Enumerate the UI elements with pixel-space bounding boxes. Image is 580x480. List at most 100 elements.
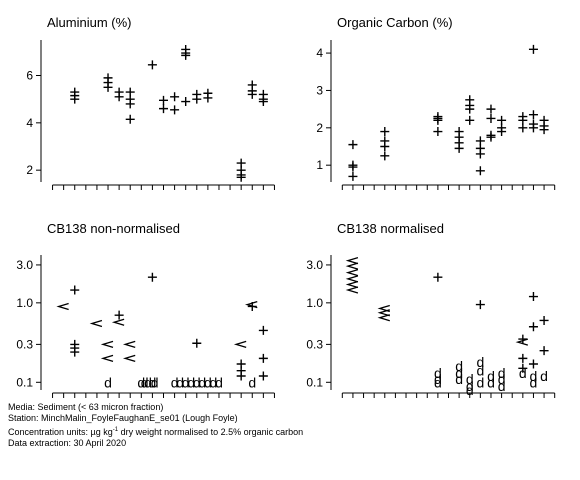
data-point-plus <box>528 44 538 54</box>
data-point-less-than <box>377 314 390 322</box>
data-point-d: d <box>434 371 442 387</box>
y-tick-label: 6 <box>26 69 33 83</box>
data-point-d: d <box>498 371 506 387</box>
data-point-plus <box>147 272 157 282</box>
data-point-plus <box>125 99 135 109</box>
data-point-less-than <box>100 354 114 363</box>
data-point-plus <box>348 140 358 150</box>
data-point-plus <box>380 142 390 151</box>
data-point-plus <box>528 322 538 332</box>
data-point-d: d <box>182 374 190 390</box>
panel-1: Aluminium (%) 2 4 6 <box>26 15 275 190</box>
data-point-plus <box>70 285 80 295</box>
data-point-d: d <box>198 374 206 390</box>
y-tick-label: 3 <box>316 83 323 97</box>
y-tick-label: 0.3 <box>306 337 323 351</box>
data-point-d: d <box>144 374 152 390</box>
footer: Media: Sediment (< 63 micron fraction) S… <box>8 402 303 449</box>
data-point-plus <box>147 60 157 70</box>
data-point-plus <box>114 310 124 320</box>
data-point-d: d <box>215 374 223 390</box>
data-point-plus <box>518 123 528 133</box>
data-point-d: d <box>476 354 484 370</box>
data-point-plus <box>486 132 496 142</box>
panel-3: CB138 non-normalised0.10.31.03.020002005… <box>16 221 275 398</box>
footer-station: Station: MinchMalin_FoyleFaughanE_se01 (… <box>8 413 238 424</box>
y-tick-label: 1.0 <box>306 296 323 310</box>
data-point-plus <box>348 162 358 172</box>
data-point-d: d <box>476 363 484 379</box>
data-point-d: d <box>466 382 474 398</box>
footer-media: Media: Sediment (< 63 micron fraction) <box>8 402 164 412</box>
data-point-d: d <box>204 374 212 390</box>
data-point-plus <box>125 114 135 124</box>
data-point-d: d <box>455 358 463 374</box>
data-point-plus <box>454 143 464 153</box>
data-point-d: d <box>498 365 506 381</box>
y-tick-label: 0.3 <box>16 337 33 351</box>
data-point-d: d <box>187 374 195 390</box>
data-point-less-than <box>89 319 103 328</box>
data-point-less-than <box>345 280 359 289</box>
data-point-d: d <box>104 374 112 390</box>
panel-title: CB138 non-normalised <box>47 221 180 236</box>
data-point-d: d <box>498 378 506 394</box>
data-point-plus <box>539 315 549 325</box>
data-point-plus <box>159 95 168 105</box>
data-point-plus <box>433 115 443 125</box>
data-point-plus <box>518 334 528 344</box>
data-point-plus <box>236 371 246 381</box>
data-point-less-than <box>345 262 359 270</box>
data-point-d: d <box>193 374 201 390</box>
data-point-less-than <box>377 309 390 317</box>
data-point-plus <box>181 97 191 107</box>
figure: Aluminium (%) 2 4 6 Organic Carbon (%) 1 2 3 4 CB… <box>16 15 556 398</box>
data-point-plus <box>258 97 268 107</box>
panel-title: Organic Carbon (%) <box>337 15 453 30</box>
data-point-less-than <box>345 256 359 265</box>
data-point-plus <box>348 171 358 181</box>
data-point-plus <box>497 127 507 137</box>
data-point-less-than <box>233 340 247 349</box>
y-tick-label: 2 <box>26 163 33 177</box>
data-point-d: d <box>248 374 256 390</box>
data-point-d: d <box>137 374 145 390</box>
data-point-d: d <box>210 374 218 390</box>
y-tick-label: 3.0 <box>16 258 33 272</box>
data-point-plus <box>539 125 549 135</box>
footer-units-sup: -1 <box>112 426 119 433</box>
data-point-less-than <box>515 338 529 346</box>
data-point-plus <box>203 93 213 103</box>
data-point-plus <box>465 104 475 114</box>
data-point-less-than <box>345 286 359 294</box>
data-point-d: d <box>487 368 495 384</box>
data-point-plus <box>486 104 496 114</box>
data-point-plus <box>170 105 180 115</box>
data-point-plus <box>486 113 496 123</box>
data-point-d: d <box>530 368 538 384</box>
data-point-plus <box>258 325 268 335</box>
footer-units-suffix: dry weight normalised to 2.5% organic ca… <box>118 426 304 437</box>
data-point-less-than <box>122 354 136 363</box>
data-point-d: d <box>466 378 474 394</box>
data-point-plus <box>236 172 246 182</box>
data-point-plus <box>258 353 268 363</box>
footer-extraction: Data extraction: 30 April 2020 <box>8 437 127 448</box>
y-tick-label: 0.1 <box>306 375 323 389</box>
data-point-d: d <box>434 365 442 381</box>
data-point-plus <box>380 151 390 161</box>
y-tick-label: 3.0 <box>306 258 323 272</box>
data-point-plus <box>170 92 180 102</box>
data-point-plus <box>433 127 443 137</box>
data-point-plus <box>247 89 257 99</box>
data-point-plus <box>103 82 113 92</box>
y-tick-label: 2 <box>316 121 323 135</box>
data-point-plus <box>465 115 475 125</box>
data-point-plus <box>528 292 538 302</box>
data-point-plus <box>528 359 538 369</box>
data-point-d: d <box>171 374 179 390</box>
panel-4: CB138 normalised0.10.31.03.0200020052010… <box>306 221 556 398</box>
data-point-plus <box>518 363 528 373</box>
data-point-d: d <box>466 371 474 387</box>
panel-title: Aluminium (%) <box>47 15 132 30</box>
